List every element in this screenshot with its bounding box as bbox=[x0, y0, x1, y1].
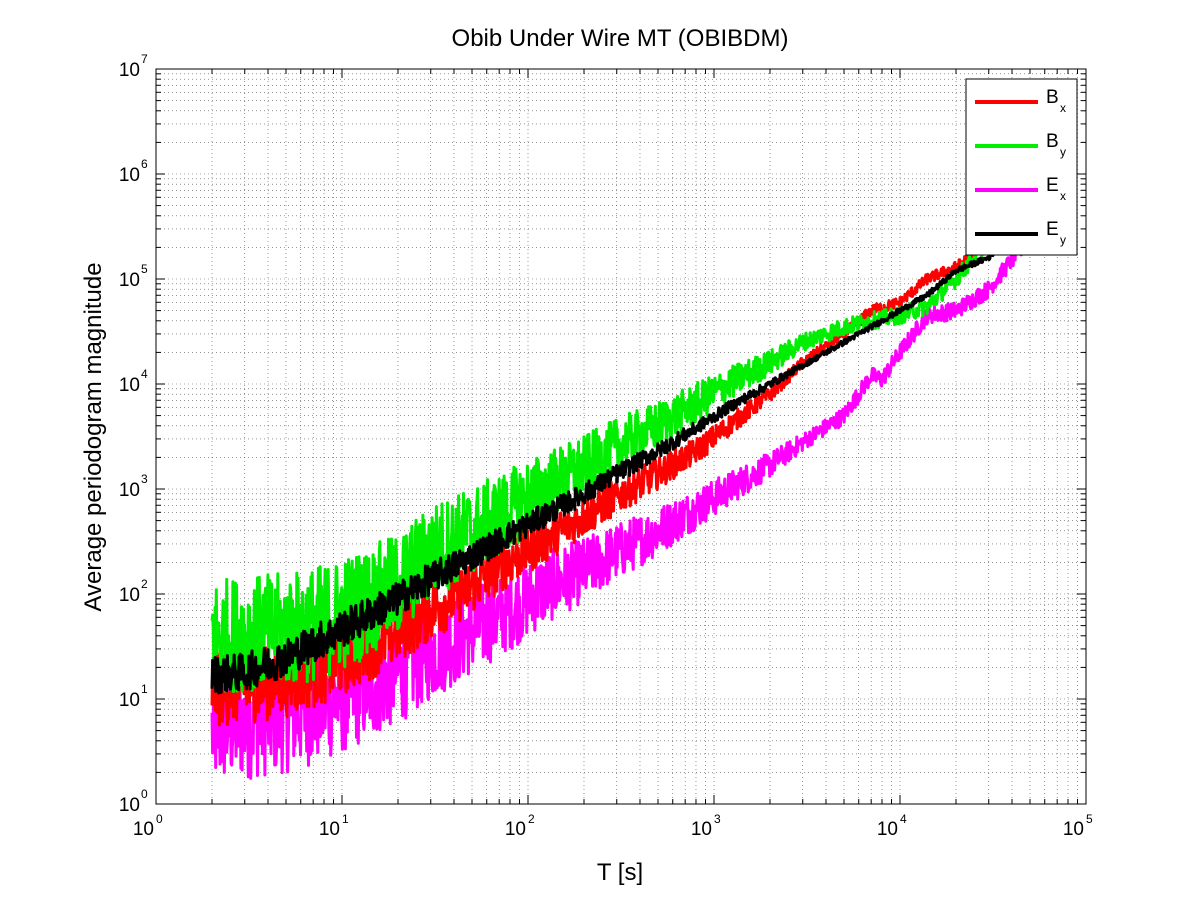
y-axis-label: Average periodogram magnitude bbox=[80, 262, 107, 611]
y-tick-label-exponent: 7 bbox=[141, 52, 148, 66]
x-tick-label: 10 bbox=[691, 819, 712, 840]
x-axis-label: T [s] bbox=[597, 859, 643, 886]
series-line-Ey bbox=[210, 171, 1075, 695]
y-tick-label-exponent: 3 bbox=[141, 472, 148, 486]
y-tick-label: 10 bbox=[119, 480, 140, 501]
x-tick-label-exponent: 0 bbox=[156, 812, 163, 826]
y-tick-label-exponent: 5 bbox=[141, 262, 148, 276]
plot-area bbox=[155, 68, 1087, 805]
legend-label-sub-Bx: x bbox=[1060, 101, 1066, 115]
legend-label-Ex: E bbox=[1046, 175, 1059, 196]
series-line-Bx bbox=[210, 176, 1074, 727]
y-tick-label-exponent: 0 bbox=[141, 787, 148, 801]
y-tick-label: 10 bbox=[119, 690, 140, 711]
plot-frame bbox=[155, 68, 1087, 805]
y-tick-label: 10 bbox=[119, 375, 140, 396]
x-tick-label-exponent: 5 bbox=[1086, 812, 1093, 826]
legend-label-sub-By: y bbox=[1060, 145, 1066, 159]
y-tick-label: 10 bbox=[119, 585, 140, 606]
y-tick-label: 10 bbox=[119, 795, 140, 816]
axis-ticks bbox=[155, 68, 1087, 805]
y-tick-label: 10 bbox=[119, 60, 140, 81]
x-tick-label-exponent: 4 bbox=[900, 812, 907, 826]
x-tick-label-exponent: 2 bbox=[528, 812, 535, 826]
legend-label-Ey: E bbox=[1046, 219, 1059, 240]
x-axis-tick-labels: 10 0 10 1 10 2 10 3 10 4 10 5 bbox=[133, 812, 1093, 840]
y-tick-label-exponent: 1 bbox=[141, 682, 148, 696]
y-tick-label-exponent: 6 bbox=[141, 157, 148, 171]
legend-box bbox=[965, 78, 1078, 256]
y-tick-label-exponent: 4 bbox=[141, 367, 148, 381]
chart-title: Obib Under Wire MT (OBIBDM) bbox=[452, 25, 789, 52]
x-tick-label: 10 bbox=[877, 819, 898, 840]
series-layer bbox=[210, 171, 1075, 780]
x-tick-label: 10 bbox=[1063, 819, 1084, 840]
y-tick-label: 10 bbox=[119, 165, 140, 186]
grid-minor bbox=[156, 69, 1086, 804]
legend-label-By: B bbox=[1046, 131, 1059, 152]
x-tick-label-exponent: 1 bbox=[342, 812, 349, 826]
legend-label-Bx: B bbox=[1046, 87, 1059, 108]
x-tick-label: 10 bbox=[505, 819, 526, 840]
x-tick-label: 10 bbox=[319, 819, 340, 840]
legend-label-sub-Ey: y bbox=[1060, 233, 1066, 247]
legend-label-sub-Ex: x bbox=[1060, 189, 1066, 203]
x-tick-label: 10 bbox=[133, 819, 154, 840]
y-tick-label-exponent: 2 bbox=[141, 577, 148, 591]
y-tick-label: 10 bbox=[119, 270, 140, 291]
x-tick-label-exponent: 3 bbox=[714, 812, 721, 826]
